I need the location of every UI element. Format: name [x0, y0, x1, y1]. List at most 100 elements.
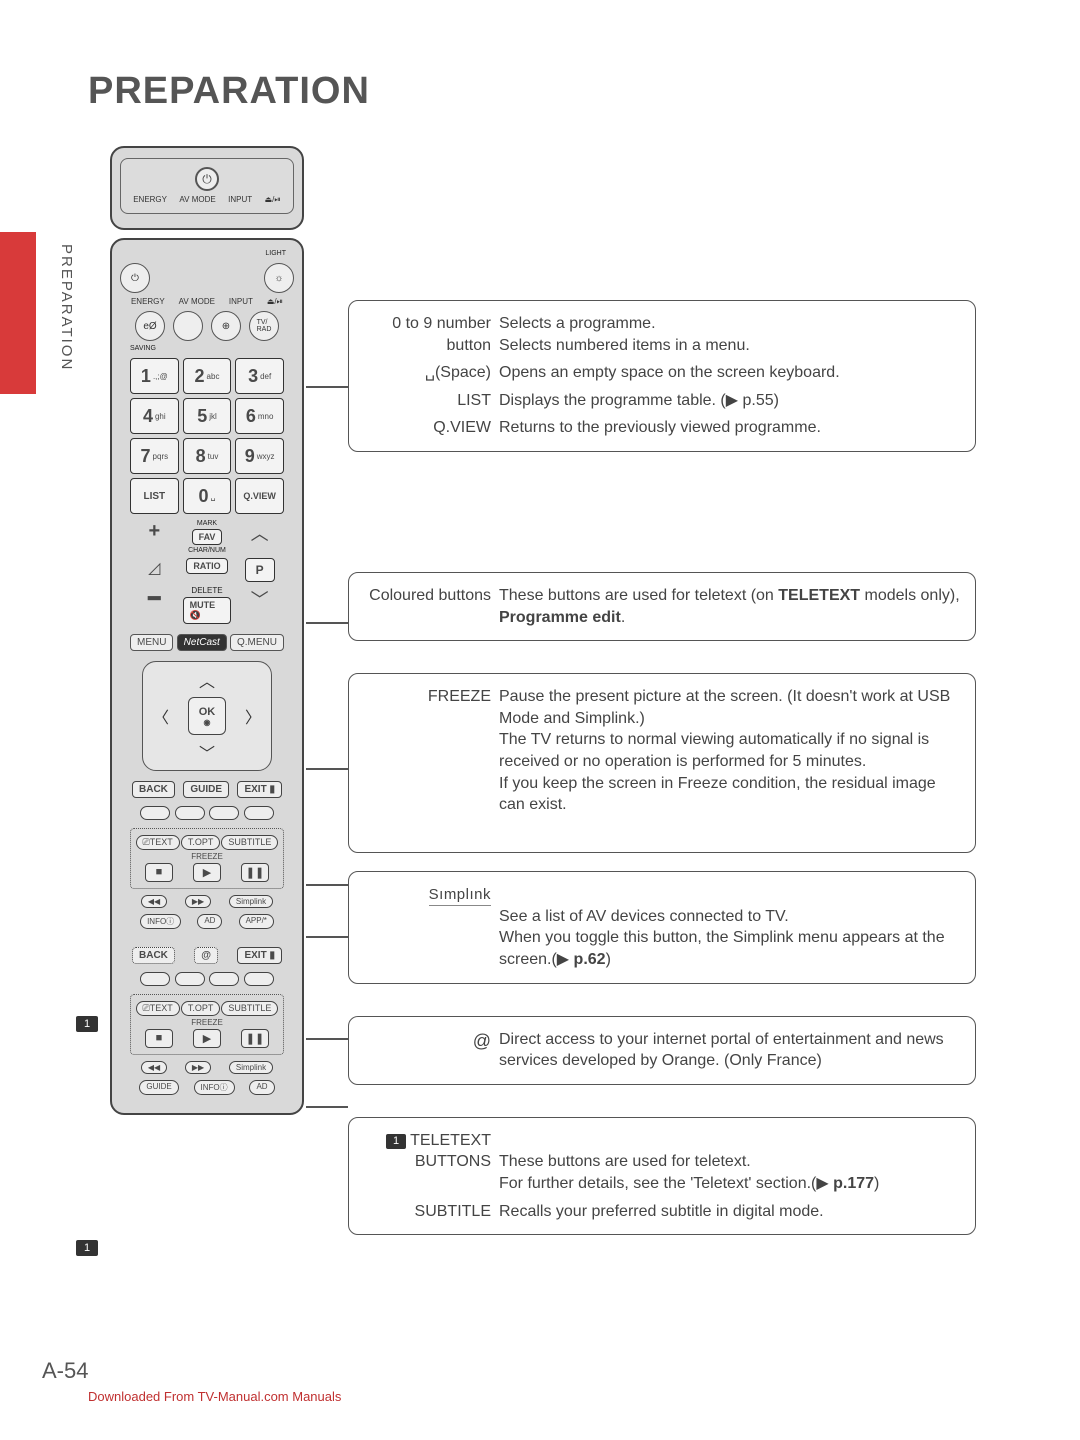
val-coloured: These buttons are used for teletext (on …	[499, 585, 961, 628]
key-9: 9wxyz	[235, 438, 284, 474]
download-note: Downloaded From TV-Manual.com Manuals	[88, 1389, 341, 1404]
menu-row: MENU NetCast Q.MENU	[120, 634, 294, 651]
ad-button-b: AD	[249, 1080, 274, 1095]
netcast-button: NetCast	[177, 634, 227, 651]
stop-button-b: ■	[145, 1029, 173, 1048]
subtitle-button: SUBTITLE	[221, 835, 278, 850]
vol-icon: ◿	[130, 558, 179, 582]
key-7: 7pqrs	[130, 438, 179, 474]
simplink-button-b: Simplink	[229, 1061, 273, 1074]
colour-green	[175, 806, 205, 820]
back-guide-exit-row: BACK GUIDE EXIT ▮	[120, 781, 294, 798]
exit-button-b: EXIT ▮	[237, 947, 282, 964]
lbl-eject: ⏏/⏯	[265, 195, 281, 205]
key-qview: Q.VIEW	[235, 478, 284, 514]
arrow-right-icon: 〉	[245, 704, 261, 728]
colour-red	[140, 806, 170, 820]
remote-main: . LIGHT ⏻ ☼ ENERGY AV MODE INPUT ⏏/⏯ eØ …	[110, 238, 304, 1115]
arrow-up-icon: ︿	[199, 668, 215, 692]
colour-blue	[244, 806, 274, 820]
desc-box-freeze: FREEZE Pause the present picture at the …	[348, 673, 976, 853]
simplink-button: Simplink	[229, 895, 273, 908]
desc-box-numbers: 0 to 9 number button Selects a programme…	[348, 300, 976, 452]
key-8: 8tuv	[183, 438, 232, 474]
colour-yellow	[209, 806, 239, 820]
info-row-b: GUIDE INFOⓘ AD	[120, 1080, 294, 1095]
val-teletext: These buttons are used for teletext. For…	[499, 1130, 961, 1195]
key-simplink: Sımplınk	[363, 884, 491, 970]
key-4: 4ghi	[130, 398, 179, 434]
topt-button: T.OPT	[181, 835, 221, 850]
leader-line	[306, 622, 348, 624]
key-freeze: FREEZE	[363, 686, 491, 816]
text-button-b: ⎚TEXT	[136, 1001, 180, 1016]
mark-label: MARK	[197, 520, 217, 527]
ff-button-b: ▶▶	[185, 1061, 211, 1074]
back-at-exit-row: BACK @ EXIT ▮	[120, 947, 294, 964]
val-number: Selects a programme. Selects numbered it…	[499, 313, 961, 356]
at-button: @	[194, 947, 218, 964]
key-1: 1.,;@	[130, 358, 179, 394]
key-list: LIST	[130, 478, 179, 514]
key-space: ␣(Space)	[363, 362, 491, 384]
lbl-avmode: AV MODE	[179, 195, 215, 205]
val-subtitle: Recalls your preferred subtitle in digit…	[499, 1201, 961, 1223]
colour-red-b	[140, 972, 170, 986]
pause-button-b: ❚❚	[241, 1029, 269, 1048]
val-qview: Returns to the previously viewed program…	[499, 417, 961, 439]
colour-green-b	[175, 972, 205, 986]
transport-row-b: ◀◀ ▶▶ Simplink	[120, 1061, 294, 1074]
back-button-b: BACK	[132, 947, 175, 964]
freeze-label-b: FREEZE	[135, 1018, 279, 1027]
key-teletext: 1TELETEXT BUTTONS	[363, 1130, 491, 1195]
val-list: Displays the programme table. (▶ p.55)	[499, 390, 961, 412]
colour-yellow-b	[209, 972, 239, 986]
back-button: BACK	[132, 781, 175, 798]
val-at: Direct access to your internet portal of…	[499, 1029, 961, 1072]
freeze-label: FREEZE	[135, 852, 279, 861]
qmenu-button: Q.MENU	[230, 634, 284, 651]
app-button: APP/*	[239, 914, 274, 929]
leader-line	[306, 386, 348, 388]
menu-button: MENU	[130, 634, 173, 651]
teletext-box-b: ⎚TEXT T.OPT SUBTITLE FREEZE ■ ▶ ❚❚	[130, 994, 284, 1055]
page-title: PREPARATION	[88, 70, 370, 113]
lbl-input: INPUT	[228, 195, 252, 205]
arrow-down-icon: ﹀	[199, 740, 215, 764]
teletext-box-a: ⎚TEXT T.OPT SUBTITLE FREEZE ■ ▶ ❚❚	[130, 828, 284, 889]
callout-badge-1b: 1	[76, 1240, 98, 1256]
key-5: 5jkl	[183, 398, 232, 434]
description-column: 0 to 9 number button Selects a programme…	[348, 300, 976, 1253]
colour-blue-b	[244, 972, 274, 986]
leader-line	[306, 1106, 348, 1108]
power-icon: ⏻	[195, 167, 219, 191]
power-icon: ⏻	[120, 263, 150, 293]
page-down: ﹀	[235, 586, 284, 624]
saving-label: SAVING	[120, 345, 294, 352]
lbl-energy2: ENERGY	[131, 297, 165, 307]
stop-button: ■	[145, 863, 173, 882]
tvrad-button: TV/ RAD	[249, 311, 279, 341]
colour-buttons-b	[120, 972, 294, 986]
vol-minus: ━	[130, 586, 179, 624]
remote-top-panel: ⏻ ENERGY AV MODE INPUT ⏏/⏯	[120, 158, 294, 214]
dpad: ︿ ﹀ 〈 〉 OK◉	[142, 661, 272, 771]
key-list: LIST	[363, 390, 491, 412]
guide-button-b: GUIDE	[139, 1080, 178, 1095]
key-6: 6mno	[235, 398, 284, 434]
leader-line	[306, 768, 348, 770]
desc-box-teletext: 1TELETEXT BUTTONS These buttons are used…	[348, 1117, 976, 1235]
light-label: LIGHT	[265, 250, 286, 257]
remote-short: ⏻ ENERGY AV MODE INPUT ⏏/⏯	[110, 146, 304, 230]
guide-button: GUIDE	[183, 781, 229, 798]
info-button-b: INFOⓘ	[194, 1080, 235, 1095]
desc-box-coloured: Coloured buttons These buttons are used …	[348, 572, 976, 641]
leader-line	[306, 936, 348, 938]
vol-plus: +	[130, 520, 179, 554]
lbl-avmode2: AV MODE	[179, 297, 215, 307]
play-button: ▶	[193, 863, 221, 882]
lbl-energy: ENERGY	[133, 195, 167, 205]
blank-button	[173, 311, 203, 341]
ratio-button: RATIO	[186, 558, 227, 574]
subtitle-button-b: SUBTITLE	[221, 1001, 278, 1016]
